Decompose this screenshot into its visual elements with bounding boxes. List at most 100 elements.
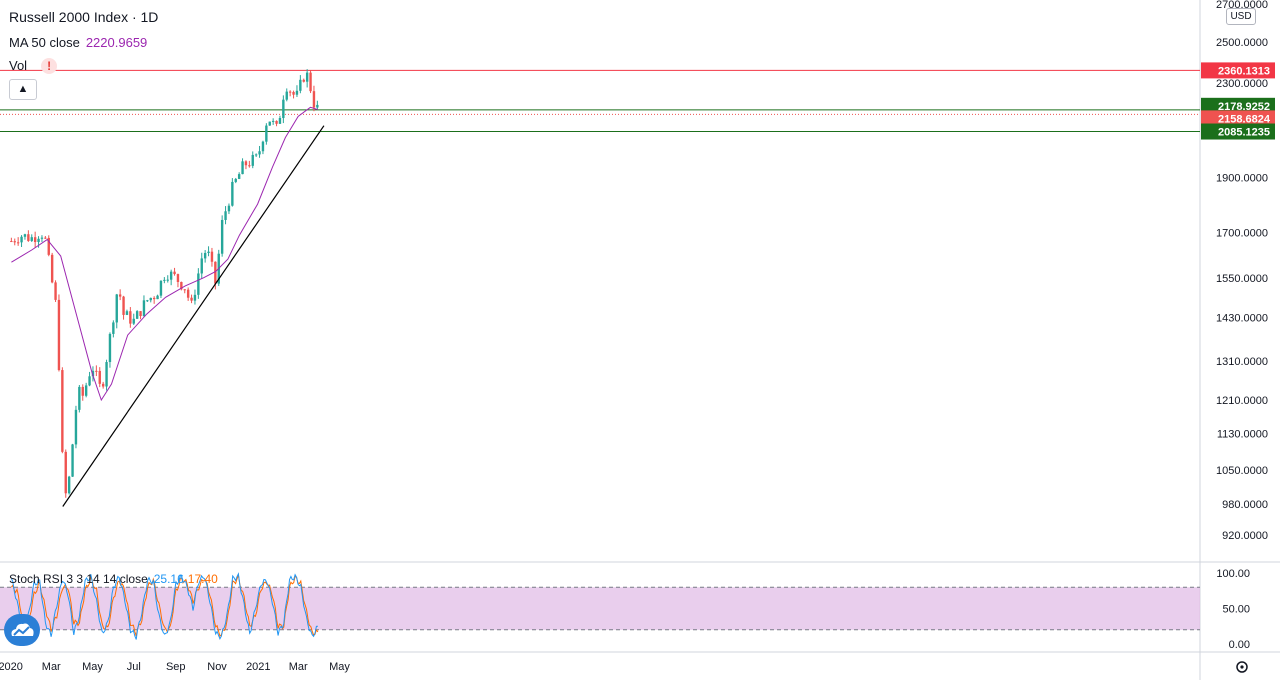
- candle-body: [316, 104, 319, 108]
- time-axis-label: 2020: [0, 661, 23, 673]
- candle-body: [282, 99, 285, 119]
- candle-body: [149, 297, 152, 301]
- level-price-label: 2158.6824: [1218, 113, 1271, 125]
- candle-body: [67, 476, 71, 494]
- time-axis-label: Mar: [42, 661, 61, 673]
- candle-body: [248, 165, 251, 167]
- collapse-legend-button[interactable]: ▲: [9, 79, 37, 100]
- candle-body: [275, 120, 278, 124]
- price-axis-label: 2500.0000: [1216, 37, 1268, 49]
- candle-body: [207, 251, 210, 253]
- stoch-axis-label: 50.00: [1222, 604, 1250, 616]
- price-axis-label: 1550.0000: [1216, 273, 1268, 285]
- stoch-axis-label: 100.00: [1216, 568, 1250, 580]
- candle-body: [30, 237, 33, 241]
- level-price-tag: [1201, 123, 1275, 140]
- candle-body: [108, 333, 112, 363]
- candle-body: [203, 252, 207, 259]
- stoch-k-value: 25.16: [153, 572, 184, 586]
- candle-body: [234, 178, 237, 182]
- candle-body: [200, 258, 203, 274]
- gear-icon[interactable]: [1236, 661, 1248, 673]
- level-price-label: 2085.1235: [1218, 127, 1270, 139]
- candle-body: [197, 273, 200, 295]
- gear-hub: [1240, 665, 1244, 669]
- warning-icon[interactable]: !: [41, 58, 58, 74]
- price-axis-label: 1130.0000: [1217, 429, 1268, 441]
- price-axis-label: 1050.0000: [1216, 465, 1268, 477]
- candle-body: [33, 237, 37, 243]
- candle-body: [312, 91, 316, 108]
- candle-body: [210, 251, 214, 262]
- candle-body: [88, 376, 91, 386]
- level-price-tag: [1201, 110, 1275, 127]
- ma-value: 2220.9659: [85, 35, 148, 50]
- candle-body: [227, 205, 231, 212]
- candle-body: [118, 294, 122, 297]
- ma-50-line: [11, 106, 319, 402]
- candle-body: [20, 236, 23, 243]
- stoch-rsi-legend[interactable]: Stoch RSI 3 3 14 14 close 25.16 17.40: [9, 572, 218, 586]
- candle-body: [268, 121, 271, 126]
- candle-body: [125, 311, 129, 315]
- candle-body: [214, 261, 217, 284]
- candle-body: [285, 91, 288, 100]
- candle-body: [193, 294, 197, 301]
- price-axis-label: 2700.0000: [1216, 0, 1268, 11]
- candle-body: [13, 241, 16, 243]
- candle-body: [258, 151, 261, 155]
- price-axis-label: 2300.0000: [1216, 78, 1268, 90]
- candle-body: [105, 362, 108, 387]
- candle-body: [112, 322, 115, 334]
- candle-body: [261, 141, 265, 152]
- candle-body: [10, 241, 13, 243]
- tradingview-logo[interactable]: [4, 614, 40, 646]
- candle-body: [91, 370, 95, 377]
- candle-body: [305, 72, 309, 82]
- candle-body: [169, 271, 173, 280]
- level-price-tag: [1201, 62, 1275, 79]
- trendline: [62, 125, 325, 507]
- price-axis-label: 1900.0000: [1216, 172, 1268, 184]
- candle-body: [237, 174, 241, 179]
- candle-body: [129, 311, 132, 324]
- time-axis-label: May: [82, 661, 103, 673]
- stoch-band: [0, 587, 1200, 630]
- stoch-d-value: 17.40: [187, 572, 218, 586]
- candle-body: [186, 289, 190, 298]
- gear-ring: [1236, 661, 1248, 673]
- volume-legend[interactable]: Vol!: [9, 58, 58, 74]
- level-price-label: 2178.9252: [1218, 101, 1270, 113]
- candle-body: [16, 242, 20, 244]
- candle-body: [241, 161, 244, 175]
- ma-legend[interactable]: MA 50 close 2220.9659: [9, 35, 148, 50]
- candle-body: [61, 370, 64, 452]
- candle-body: [309, 72, 312, 92]
- currency-button[interactable]: USD: [1226, 8, 1256, 25]
- time-axis-label: Jul: [127, 661, 141, 673]
- candle-body: [224, 211, 227, 220]
- candle-body: [139, 311, 142, 317]
- level-price-label: 2360.1313: [1218, 65, 1270, 77]
- candle-body: [44, 237, 47, 239]
- candle-body: [176, 274, 180, 282]
- candle-body: [135, 311, 139, 319]
- price-axis-label: 1210.0000: [1216, 395, 1268, 407]
- candle-body: [152, 297, 156, 300]
- candle-body: [74, 409, 78, 445]
- candle-body: [244, 161, 248, 166]
- chevron-up-icon: ▲: [17, 83, 29, 95]
- candle-body: [156, 295, 159, 300]
- candle-body: [57, 299, 61, 371]
- candle-body: [54, 282, 57, 300]
- stoch-k-line: [10, 572, 318, 640]
- candle-body: [78, 386, 81, 410]
- cloud-icon: [11, 623, 34, 636]
- candle-body: [27, 234, 30, 241]
- stoch-axis-label: 0.00: [1229, 639, 1250, 651]
- candle-body: [64, 451, 67, 494]
- candle-body: [183, 289, 186, 291]
- candle-body: [84, 385, 88, 396]
- time-axis-label: Nov: [207, 661, 227, 673]
